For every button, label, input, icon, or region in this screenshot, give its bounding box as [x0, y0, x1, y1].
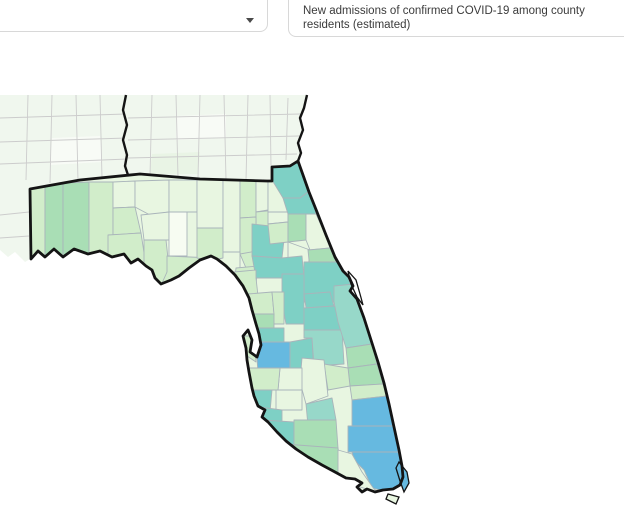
county-santa-rosa[interactable] [44, 182, 64, 265]
county-holmes[interactable] [112, 180, 136, 209]
county-seminole[interactable] [303, 291, 335, 309]
county-clay[interactable] [287, 213, 307, 243]
county-broward[interactable] [347, 425, 399, 453]
florida-counties-layer [30, 161, 403, 492]
county-bay[interactable] [107, 232, 148, 273]
county-desoto[interactable] [275, 389, 303, 411]
county-hamilton[interactable] [255, 177, 269, 213]
caret-down-icon [246, 18, 254, 23]
alabama-georgia-border [121, 94, 130, 176]
county-lake[interactable] [281, 273, 305, 325]
county-gadsden[interactable] [168, 179, 198, 213]
metric-description-panel: New admissions of confirmed COVID-19 amo… [288, 0, 624, 37]
county-hendry[interactable] [293, 419, 339, 449]
county-pasco[interactable] [249, 327, 285, 343]
county-hardee[interactable] [277, 367, 303, 391]
region-dropdown[interactable] [0, 0, 268, 32]
barrier-key-lower[interactable] [385, 493, 400, 505]
georgia-coastline [296, 94, 309, 162]
county-okeechobee[interactable] [323, 363, 351, 391]
metric-description-text: New admissions of confirmed COVID-19 amo… [303, 5, 585, 32]
florida-state-outline [28, 159, 405, 494]
county-jackson[interactable] [134, 179, 170, 216]
county-leon[interactable] [196, 179, 224, 229]
county-jefferson[interactable] [222, 179, 241, 253]
county-liberty[interactable] [168, 211, 188, 257]
county-sumter[interactable] [271, 291, 285, 325]
georgia-region [123, 95, 307, 181]
county-lee[interactable] [261, 419, 295, 451]
county-st-lucie[interactable] [347, 363, 384, 387]
county-calhoun[interactable] [140, 211, 170, 241]
county-bradford[interactable] [267, 221, 289, 245]
county-madison[interactable] [239, 178, 257, 219]
county-highlands[interactable] [299, 357, 329, 405]
county-st-johns[interactable] [305, 213, 331, 251]
